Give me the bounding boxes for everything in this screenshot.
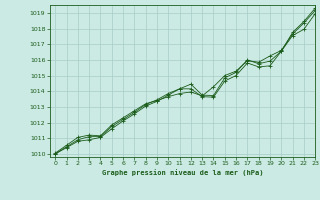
- X-axis label: Graphe pression niveau de la mer (hPa): Graphe pression niveau de la mer (hPa): [102, 169, 263, 176]
